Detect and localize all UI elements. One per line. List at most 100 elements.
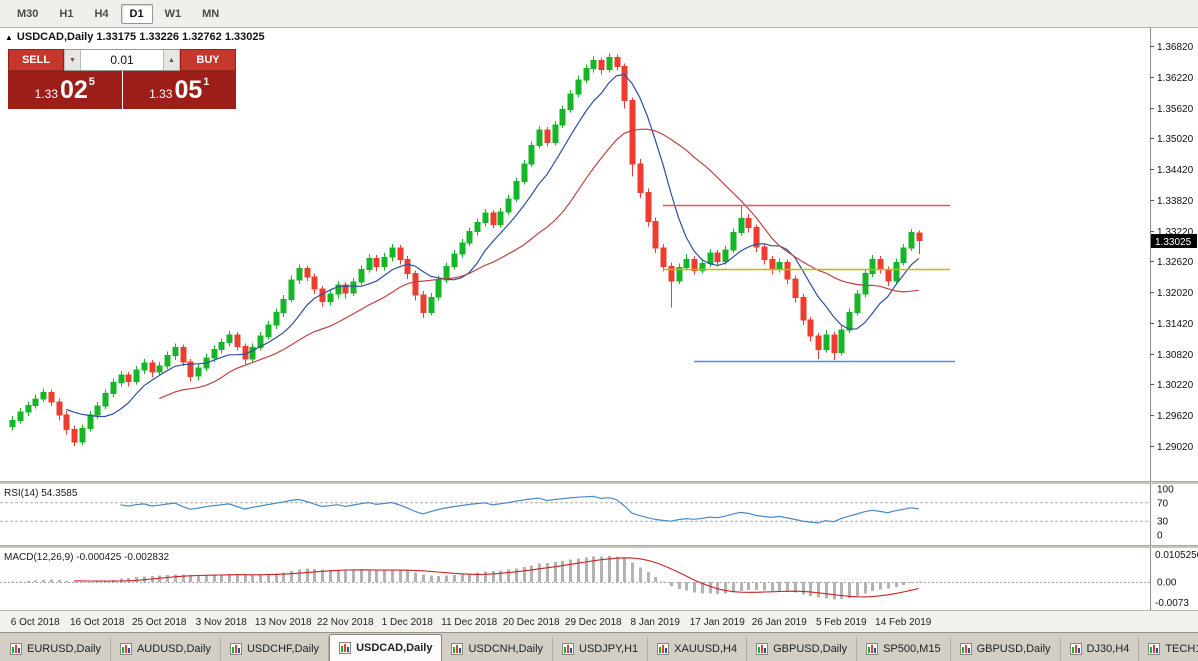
chart-tab-tech100-h1[interactable]: TECH100,H1 [1139, 637, 1198, 661]
chart-tab-usdcnh-daily[interactable]: USDCNH,Daily [442, 637, 554, 661]
candle-up [110, 381, 117, 395]
macd-bar [670, 582, 673, 587]
macd-bar [166, 575, 169, 582]
candle-down [149, 362, 156, 373]
candle-up [335, 284, 342, 295]
time-axis[interactable]: 6 Oct 2018 16 Oct 2018 25 Oct 2018 3 Nov 20… [0, 610, 1198, 632]
candle-up [528, 145, 535, 165]
macd-bar [360, 570, 363, 582]
chart-tab-usdchf-daily[interactable]: USDCHF,Daily [221, 637, 330, 661]
chart-tab-eurusd-daily[interactable]: EURUSD,Daily [1, 637, 111, 661]
candle-up [683, 258, 690, 269]
chart-tab-icon [756, 643, 769, 655]
panel-splitter[interactable] [0, 545, 1198, 548]
buy-price-display[interactable]: 1.33 05 1 [122, 71, 236, 109]
chart-tab-icon [229, 643, 242, 655]
price-tick-label: 1.30820 [1157, 350, 1194, 361]
rsi-panel-canvas[interactable]: RSI(14) 54.3585 100 70 30 0 [0, 484, 1198, 545]
panel-splitter[interactable] [0, 481, 1198, 484]
macd-bar [259, 574, 262, 582]
candle-up [435, 279, 442, 298]
macd-bar [871, 582, 874, 592]
candle-up [738, 217, 745, 234]
macd-signal-line [74, 557, 919, 598]
chart-tab-gbpusd-daily[interactable]: GBPUSD,Daily [747, 637, 858, 661]
spinner-down-icon: ▼ [69, 56, 76, 64]
price-tick-label: 1.32620 [1157, 257, 1194, 268]
candle-up [79, 428, 86, 443]
macd-bar [81, 582, 84, 583]
tab-label: USDJPY,H1 [579, 643, 639, 655]
date-label: 13 Nov 2018 [255, 617, 312, 628]
macd-bar [538, 563, 541, 582]
timeframe-button-mn[interactable]: MN [202, 7, 220, 20]
macd-bar [833, 582, 836, 600]
lot-size-input[interactable] [81, 50, 163, 70]
svg-text:1.33025: 1.33025 [1155, 237, 1192, 248]
candle-down [48, 392, 55, 403]
macd-bar [197, 575, 200, 582]
macd-bar [236, 574, 239, 582]
candle-up [474, 221, 481, 233]
date-label: 1 Dec 2018 [382, 617, 434, 628]
timeframe-toolbar: M30 H1 H4 D1 W1 MN [0, 0, 1198, 28]
macd-bar [918, 581, 921, 582]
macd-bar [189, 575, 192, 582]
lot-decrease-button[interactable]: ▼ [64, 50, 81, 70]
chart-tab-icon [866, 643, 879, 655]
macd-bar [786, 582, 789, 592]
price-tick-label: 1.32020 [1157, 288, 1194, 299]
price-axis[interactable]: 1.36820 1.36220 1.35620 1.35020 1.34420 1.338… [1150, 42, 1194, 453]
macd-bar [120, 578, 123, 582]
candle-down [71, 429, 78, 443]
sell-button[interactable]: SELL [8, 49, 64, 71]
chart-tab-gbpusd-daily[interactable]: GBPUSD,Daily [951, 637, 1061, 661]
macd-bar [306, 568, 309, 582]
lot-increase-button[interactable]: ▲ [163, 50, 180, 70]
rsi-scale-tick: 30 [1157, 517, 1169, 528]
timeframe-button-w1[interactable]: W1 [164, 7, 182, 20]
timeframe-button-m30[interactable]: M30 [17, 7, 39, 20]
macd-panel-canvas[interactable]: MACD(12,26,9) -0.000425 -0.002832 0.01052… [0, 548, 1198, 610]
timeframe-button-d1[interactable]: D1 [120, 3, 153, 24]
sell-price-display[interactable]: 1.33 02 5 [8, 71, 122, 109]
candle-up [211, 349, 218, 359]
candle-down [745, 217, 752, 229]
time-axis-canvas[interactable]: 6 Oct 2018 16 Oct 2018 25 Oct 2018 3 Nov 20… [0, 611, 1198, 632]
macd-bar [213, 575, 216, 582]
candle-up [722, 249, 729, 262]
chart-tab-dj30-h4[interactable]: DJ30,H4 [1061, 637, 1140, 661]
macd-bar [391, 569, 394, 582]
macd-bar [887, 582, 890, 589]
candle-down [342, 284, 349, 294]
candle-up [226, 334, 233, 343]
chart-tab-icon [451, 643, 464, 655]
rsi-label: RSI(14) 54.3585 [4, 488, 78, 499]
chart-tab-usdcad-daily[interactable]: USDCAD,Daily [329, 634, 443, 661]
macd-indicator-panel: MACD(12,26,9) -0.000425 -0.002832 0.01052… [0, 548, 1198, 610]
candle-up [358, 269, 365, 283]
timeframe-button-h4[interactable]: H4 [94, 7, 109, 20]
macd-bar [856, 582, 859, 597]
candle-up [505, 198, 512, 213]
buy-button[interactable]: BUY [180, 49, 236, 71]
candle-down [753, 227, 760, 248]
macd-bar [616, 556, 619, 582]
candle-up [838, 329, 845, 354]
chart-tab-usdjpy-h1[interactable]: USDJPY,H1 [553, 637, 649, 661]
chart-tab-audusd-daily[interactable]: AUDUSD,Daily [111, 637, 221, 661]
chart-tab-xauusd-h4[interactable]: XAUUSD,H4 [648, 637, 748, 661]
macd-bar [437, 575, 440, 582]
macd-bar [445, 575, 448, 582]
macd-bar [825, 582, 828, 599]
lot-size-control: ▼ ▲ [64, 49, 180, 71]
candle-down [614, 56, 621, 67]
macd-bar [337, 570, 340, 582]
timeframe-button-h1[interactable]: H1 [59, 7, 74, 20]
candle-up [823, 334, 830, 351]
macd-bar [73, 582, 76, 583]
candle-up [869, 258, 876, 275]
macd-bar [623, 558, 626, 582]
chart-tab-sp500-m15[interactable]: SP500,M15 [857, 637, 951, 661]
macd-bar [484, 571, 487, 582]
